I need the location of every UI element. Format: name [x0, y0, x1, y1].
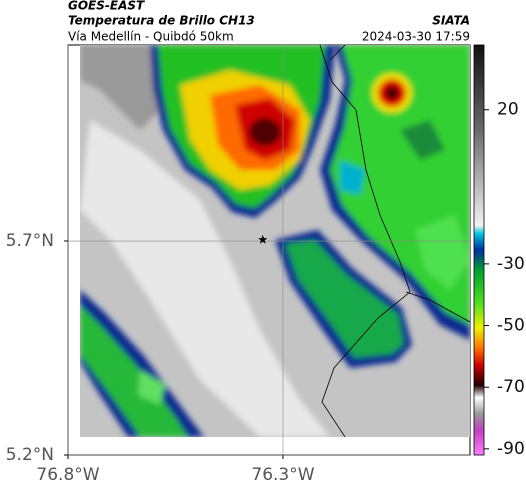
lat-tick-label: 5.7°N [6, 231, 54, 251]
colorbar-tick-label: -30 [497, 254, 525, 274]
timestamp: 2024-03-30 17:59 [362, 30, 470, 44]
source: SIATA [432, 14, 470, 28]
colorbar-tick-label: -90 [497, 439, 525, 459]
subtitle: Temperatura de Brillo CH13 [68, 14, 255, 28]
colorbar-tick-label: -70 [497, 377, 525, 397]
lon-tick-label: 76.8°W [36, 465, 99, 485]
colorbar-tick-label: -50 [497, 316, 525, 336]
title: GOES-EAST [68, 0, 145, 13]
route: Vía Medellín - Quibdó 50km [68, 30, 234, 44]
location-marker [258, 234, 268, 244]
lon-tick-label: 76.3°W [251, 465, 314, 485]
colorbar [473, 44, 485, 456]
colorbar-tick-label: 20 [497, 100, 519, 120]
lat-tick-label: 5.2°N [6, 445, 54, 465]
satellite-image [80, 45, 470, 437]
